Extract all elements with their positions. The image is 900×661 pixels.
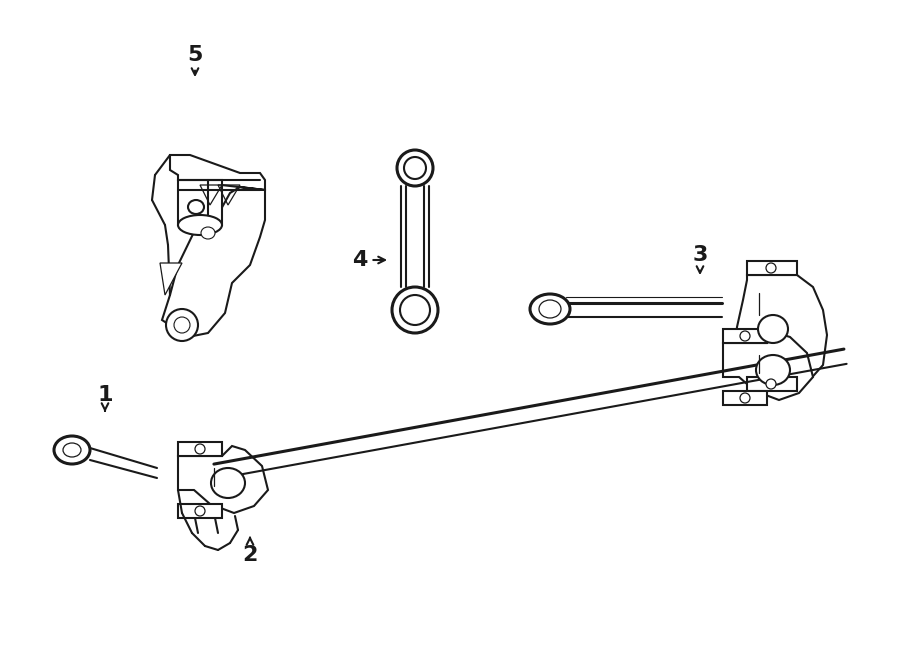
Polygon shape bbox=[747, 261, 797, 275]
Ellipse shape bbox=[178, 215, 222, 235]
Polygon shape bbox=[723, 391, 767, 405]
Ellipse shape bbox=[211, 468, 245, 498]
Ellipse shape bbox=[758, 315, 788, 343]
Ellipse shape bbox=[392, 287, 438, 333]
Circle shape bbox=[166, 309, 198, 341]
Ellipse shape bbox=[201, 227, 215, 239]
Circle shape bbox=[195, 444, 205, 454]
Polygon shape bbox=[747, 377, 797, 391]
Text: 1: 1 bbox=[97, 385, 112, 411]
Ellipse shape bbox=[63, 443, 81, 457]
Ellipse shape bbox=[400, 295, 430, 325]
Circle shape bbox=[195, 506, 205, 516]
Ellipse shape bbox=[188, 200, 204, 214]
Polygon shape bbox=[178, 504, 222, 518]
Text: 2: 2 bbox=[242, 538, 257, 565]
Circle shape bbox=[766, 263, 776, 273]
Circle shape bbox=[174, 317, 190, 333]
Circle shape bbox=[766, 379, 776, 389]
Polygon shape bbox=[160, 263, 182, 295]
Ellipse shape bbox=[756, 355, 790, 385]
Text: 3: 3 bbox=[692, 245, 707, 273]
Polygon shape bbox=[733, 275, 827, 390]
Ellipse shape bbox=[404, 157, 426, 179]
Polygon shape bbox=[178, 446, 268, 513]
Polygon shape bbox=[162, 155, 265, 337]
Ellipse shape bbox=[54, 436, 90, 464]
Polygon shape bbox=[178, 442, 222, 456]
Ellipse shape bbox=[539, 300, 561, 318]
Polygon shape bbox=[178, 180, 222, 225]
Text: 5: 5 bbox=[187, 45, 202, 75]
Ellipse shape bbox=[397, 150, 433, 186]
Circle shape bbox=[740, 393, 750, 403]
Circle shape bbox=[740, 331, 750, 341]
Ellipse shape bbox=[530, 294, 570, 324]
Polygon shape bbox=[723, 333, 813, 400]
Polygon shape bbox=[723, 329, 767, 343]
Text: 4: 4 bbox=[352, 250, 385, 270]
